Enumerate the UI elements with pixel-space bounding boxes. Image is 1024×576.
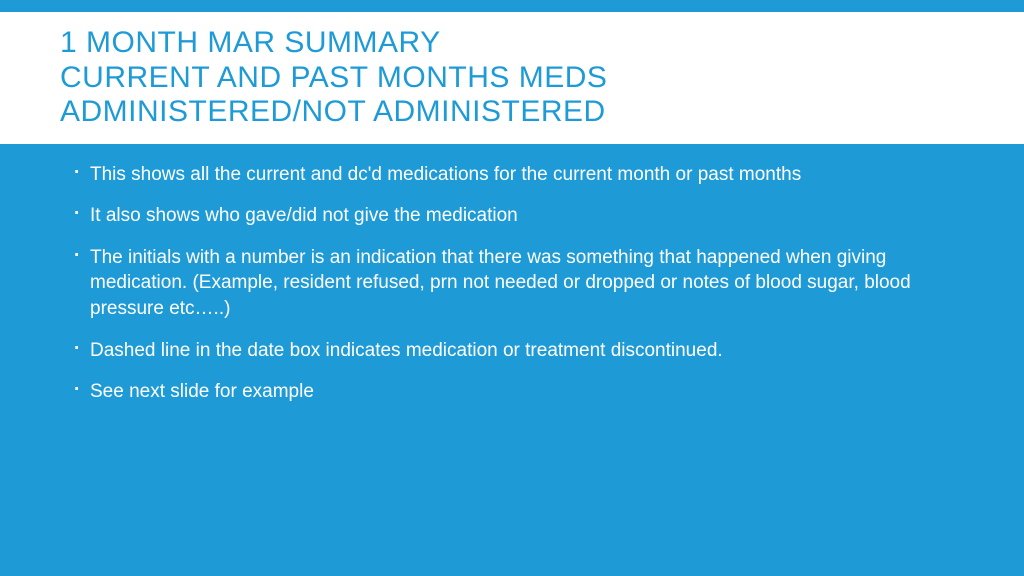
title-line-3: ADMINISTERED/NOT ADMINISTERED [60,95,606,128]
slide-title: 1 MONTH MAR SUMMARY CURRENT AND PAST MON… [60,26,964,130]
bullet-item: It also shows who gave/did not give the … [72,203,964,229]
bullet-text: The initials with a number is an indicat… [90,247,911,319]
bullet-item: This shows all the current and dc'd medi… [72,162,964,188]
bullet-item: The initials with a number is an indicat… [72,245,964,322]
bullet-item: See next slide for example [72,379,964,405]
bullet-text: Dashed line in the date box indicates me… [90,340,723,361]
top-accent-bar [0,0,1024,12]
bullet-list: This shows all the current and dc'd medi… [72,162,964,405]
slide: 1 MONTH MAR SUMMARY CURRENT AND PAST MON… [0,0,1024,576]
bullet-item: Dashed line in the date box indicates me… [72,338,964,364]
body-area: This shows all the current and dc'd medi… [0,144,1024,576]
title-line-1: 1 MONTH MAR SUMMARY [60,26,441,59]
title-band: 1 MONTH MAR SUMMARY CURRENT AND PAST MON… [0,12,1024,144]
title-line-2: CURRENT AND PAST MONTHS MEDS [60,61,607,94]
bullet-text: See next slide for example [90,381,314,402]
bullet-text: It also shows who gave/did not give the … [90,205,518,226]
bullet-text: This shows all the current and dc'd medi… [90,164,801,185]
